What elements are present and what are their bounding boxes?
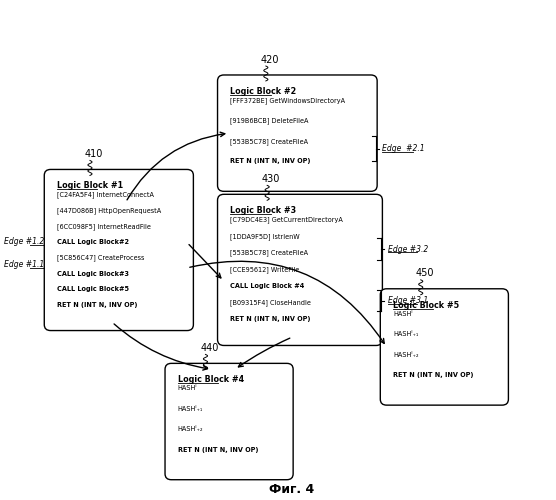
Text: Edge #3.2: Edge #3.2	[388, 244, 428, 254]
Text: CALL Logic Block#3: CALL Logic Block#3	[57, 270, 129, 276]
Text: CALL Logic Block #4: CALL Logic Block #4	[230, 283, 304, 289]
Text: 410: 410	[85, 149, 103, 159]
Text: Edge #1.1: Edge #1.1	[4, 260, 44, 270]
Text: [FFF372BE] GetWindowsDirectoryA: [FFF372BE] GetWindowsDirectoryA	[230, 97, 345, 103]
Text: [CCE95612] WriteFile: [CCE95612] WriteFile	[230, 266, 299, 273]
Text: [553B5C78] CreateFileA: [553B5C78] CreateFileA	[230, 138, 308, 144]
Text: Logic Block #3: Logic Block #3	[230, 206, 296, 215]
Text: RET N (INT N, INV OP): RET N (INT N, INV OP)	[230, 158, 310, 164]
FancyBboxPatch shape	[217, 194, 383, 346]
Text: Logic Block #5: Logic Block #5	[393, 300, 459, 310]
Text: RET N (INT N, INV OP): RET N (INT N, INV OP)	[393, 372, 473, 378]
Text: Edge  #2.1: Edge #2.1	[383, 144, 425, 154]
Text: RET N (INT N, INV OP): RET N (INT N, INV OP)	[230, 316, 310, 322]
Text: HASHᴵ: HASHᴵ	[393, 310, 413, 316]
Text: Фиг. 4: Фиг. 4	[270, 483, 315, 496]
FancyBboxPatch shape	[44, 170, 193, 330]
Text: 420: 420	[261, 54, 279, 64]
Text: 450: 450	[415, 268, 434, 278]
Text: HASHᴵ₊₁: HASHᴵ₊₁	[177, 406, 203, 412]
Text: [553B5C78] CreateFileA: [553B5C78] CreateFileA	[230, 250, 308, 256]
Text: [6CC098F5] InternetReadFile: [6CC098F5] InternetReadFile	[57, 223, 151, 230]
Text: CALL Logic Block#5: CALL Logic Block#5	[57, 286, 129, 292]
Text: [919B6BCB] DeleteFileA: [919B6BCB] DeleteFileA	[230, 118, 309, 124]
FancyBboxPatch shape	[217, 75, 377, 192]
Text: RET N (INT N, INV OP): RET N (INT N, INV OP)	[177, 447, 258, 453]
Text: [B09315F4] CloseHandle: [B09315F4] CloseHandle	[230, 300, 311, 306]
Text: [C79DC4E3] GetCurrentDirectoryA: [C79DC4E3] GetCurrentDirectoryA	[230, 216, 343, 223]
Text: RET N (INT N, INV OP): RET N (INT N, INV OP)	[57, 302, 137, 308]
Text: Logic Block #1: Logic Block #1	[57, 182, 123, 190]
Text: [1DDA9F5D] lstrlenW: [1DDA9F5D] lstrlenW	[230, 233, 300, 239]
Text: [447D086B] HttpOpenRequestA: [447D086B] HttpOpenRequestA	[57, 207, 161, 214]
Text: Edge #3.1: Edge #3.1	[388, 296, 428, 305]
Text: Edge #1.2: Edge #1.2	[4, 236, 44, 246]
FancyBboxPatch shape	[165, 364, 293, 480]
Text: [C24FA5F4] InternetConnectA: [C24FA5F4] InternetConnectA	[57, 192, 154, 198]
Text: 440: 440	[200, 343, 219, 353]
Text: 430: 430	[262, 174, 280, 184]
Text: Logic Block #2: Logic Block #2	[230, 87, 296, 96]
Text: [5C856C47] CreateProcess: [5C856C47] CreateProcess	[57, 254, 144, 262]
Text: HASHᴵ₊₂: HASHᴵ₊₂	[393, 352, 419, 358]
Text: Logic Block #4: Logic Block #4	[177, 376, 244, 384]
Text: HASHᴵ₊₂: HASHᴵ₊₂	[177, 426, 203, 432]
FancyBboxPatch shape	[380, 289, 508, 405]
Text: HASHᴵ: HASHᴵ	[177, 385, 197, 391]
Text: CALL Logic Block#2: CALL Logic Block#2	[57, 239, 129, 245]
Text: HASHᴵ₊₁: HASHᴵ₊₁	[393, 331, 418, 337]
